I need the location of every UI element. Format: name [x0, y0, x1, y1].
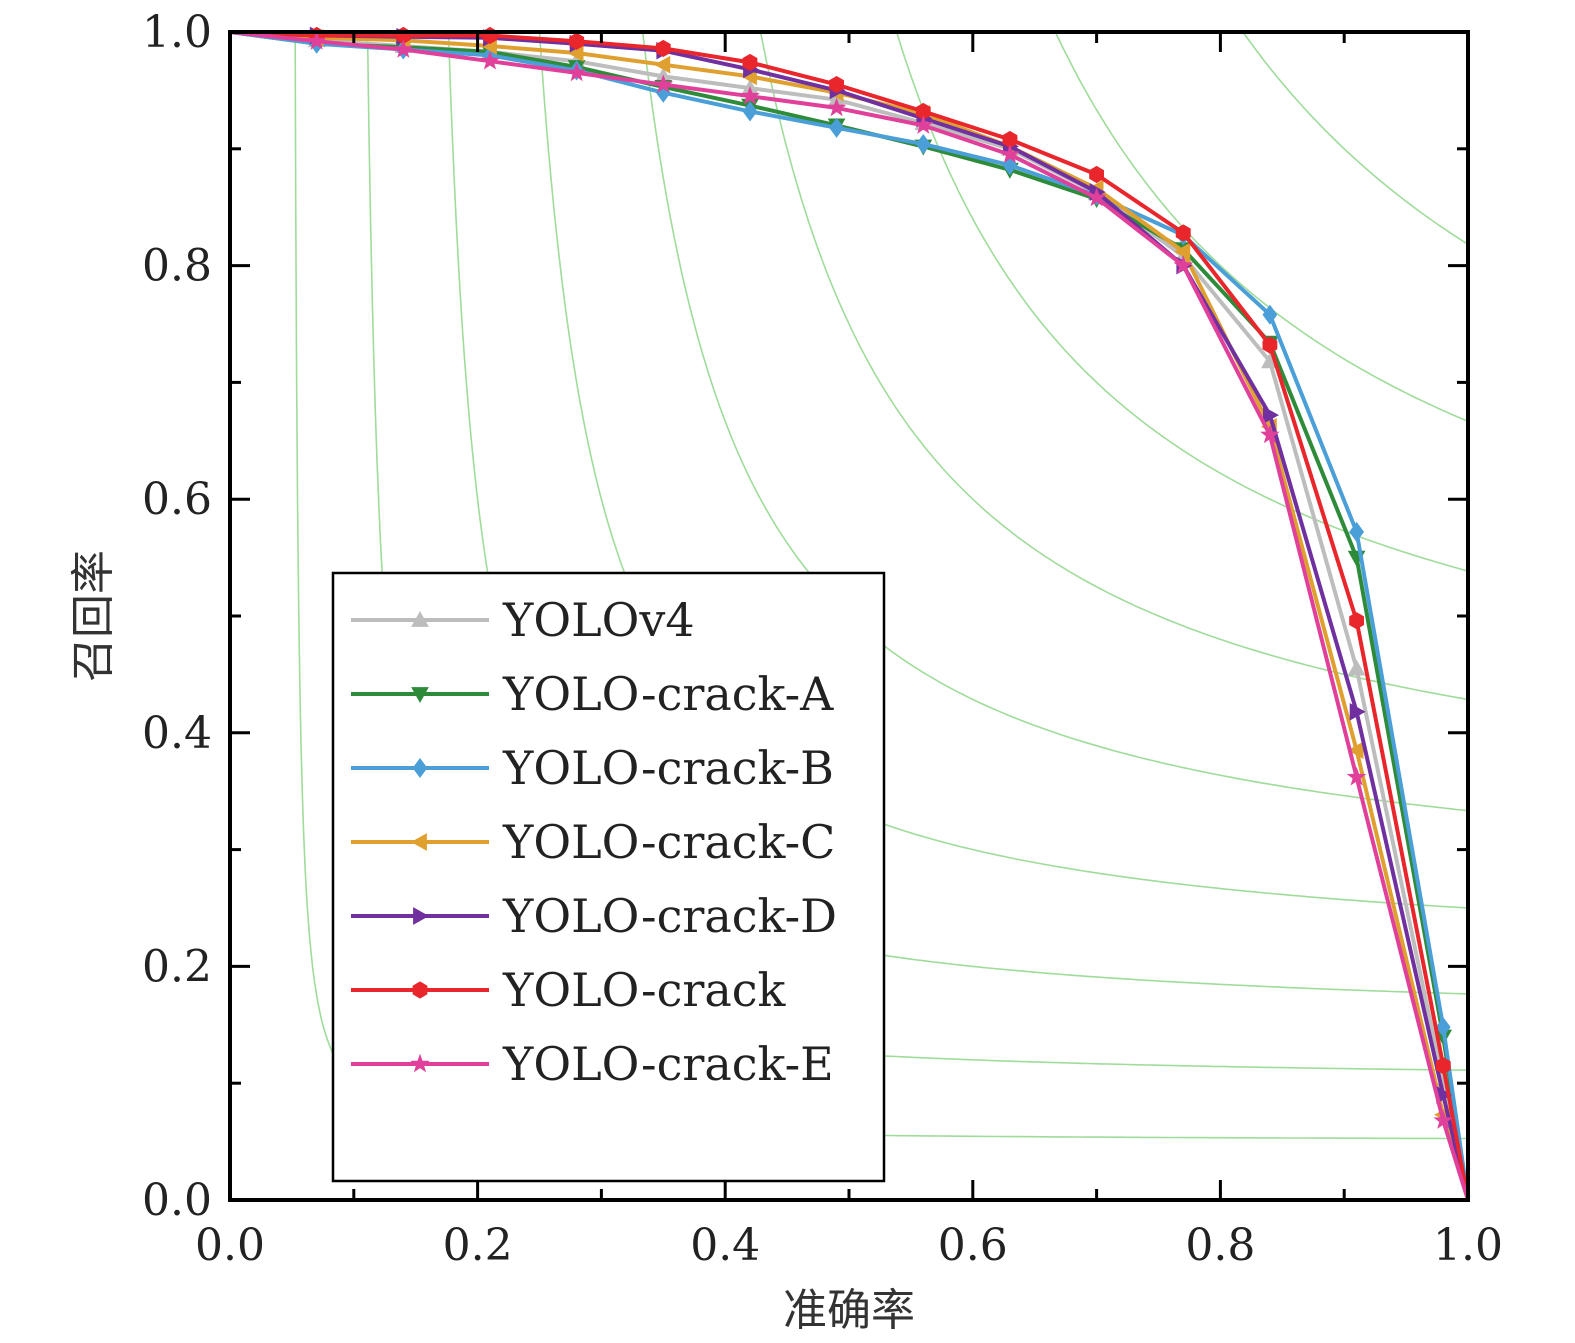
series-line — [229, 30, 1470, 1201]
legend-item: YOLO-crack-A — [351, 667, 834, 721]
data-point — [1435, 1057, 1451, 1075]
data-point — [482, 26, 498, 45]
data-point — [1347, 659, 1366, 676]
series-layer — [229, 26, 1470, 1201]
legend-marker — [412, 757, 428, 779]
iso-f1-curve — [759, 32, 1468, 701]
data-point — [393, 39, 414, 58]
legend-marker — [413, 907, 430, 925]
x-tick-label: 0.4 — [690, 1220, 760, 1271]
series-line — [229, 30, 1470, 1201]
data-point — [829, 76, 844, 94]
y-tick-label: 0.2 — [142, 941, 212, 992]
data-point — [1260, 424, 1280, 444]
data-point — [1089, 165, 1104, 184]
data-point — [740, 85, 760, 105]
legend-marker — [410, 1053, 430, 1073]
iso-f1-curve — [1054, 32, 1468, 423]
legend-marker — [412, 981, 428, 999]
iso-f1-curve — [641, 32, 1468, 812]
x-tick-label: 0.6 — [938, 1220, 1008, 1271]
data-point — [1175, 224, 1191, 242]
legend-label: YOLO-crack-C — [502, 815, 835, 869]
data-point — [742, 53, 758, 71]
data-point — [655, 39, 671, 57]
y-tick-label: 0.4 — [142, 708, 212, 759]
y-tick-label: 0.8 — [142, 241, 212, 292]
data-point — [1086, 187, 1107, 207]
data-point — [566, 62, 587, 82]
data-point — [1349, 702, 1366, 721]
x-tick-label: 1.0 — [1433, 1220, 1503, 1271]
series-YOLO-crack-E — [229, 30, 1470, 1201]
data-point — [915, 134, 931, 155]
legend-item: YOLO-crack — [351, 963, 787, 1017]
legend-item: YOLO-crack-B — [351, 741, 834, 795]
axis-ticks: 0.00.0 0.2 0.2 0.4 0.4 0.6 0.6 0.8 0.8 1.0 1.0 — [142, 7, 1503, 1271]
data-point — [306, 31, 327, 50]
data-point — [1349, 521, 1365, 542]
data-point — [1347, 741, 1364, 760]
data-point — [1349, 612, 1364, 630]
legend-marker — [410, 833, 427, 851]
data-point — [1173, 255, 1194, 274]
legend-marker — [411, 610, 429, 627]
legend-item: YOLO-crack-C — [351, 815, 835, 869]
legend-marker — [411, 687, 429, 704]
legend-label: YOLO-crack — [502, 963, 787, 1017]
data-point — [1262, 304, 1278, 325]
data-point — [1346, 766, 1367, 786]
y-tick-label: 0.6 — [142, 474, 212, 525]
y-tick-label: 1.0 — [142, 7, 212, 58]
legend-label: YOLO-crack-D — [502, 889, 837, 943]
data-point — [1000, 144, 1020, 164]
data-point — [653, 74, 674, 93]
legend-label: YOLO-crack-B — [502, 741, 834, 795]
legend-item: YOLO-crack-E — [351, 1037, 834, 1091]
series-line — [229, 30, 1470, 1201]
data-point — [1435, 1017, 1451, 1038]
legend-item: YOLO-crack-D — [351, 889, 837, 943]
legend: YOLOv4 YOLO-crack-A YOLO-crack-B YOLO-crack… — [331, 571, 886, 1183]
data-point — [654, 55, 671, 74]
x-tick-label: 0.2 — [443, 1220, 513, 1271]
iso-f1-curve — [895, 32, 1468, 572]
x-tick-label: 0.8 — [1185, 1220, 1255, 1271]
x-axis-title: 准确率 — [783, 1285, 915, 1336]
data-point — [480, 50, 500, 70]
legend-box — [331, 571, 886, 1183]
data-point — [913, 115, 933, 134]
legend-label: YOLO-crack-E — [502, 1037, 834, 1091]
data-point — [1263, 406, 1279, 424]
legend-item: YOLOv4 — [351, 593, 695, 647]
legend-label: YOLO-crack-A — [502, 667, 834, 721]
data-point — [1262, 336, 1278, 354]
legend-label: YOLOv4 — [502, 593, 695, 647]
data-point — [826, 97, 847, 117]
iso-f1-curve — [1241, 32, 1468, 246]
y-tick-label: 0.0 — [142, 1175, 212, 1226]
data-point — [742, 101, 758, 122]
data-point — [1433, 1110, 1454, 1129]
x-tick-label: 0.0 — [195, 1220, 265, 1271]
y-axis-title: 召回率 — [68, 550, 119, 682]
data-point — [1174, 242, 1191, 261]
data-point — [829, 117, 845, 138]
data-point — [569, 32, 585, 50]
